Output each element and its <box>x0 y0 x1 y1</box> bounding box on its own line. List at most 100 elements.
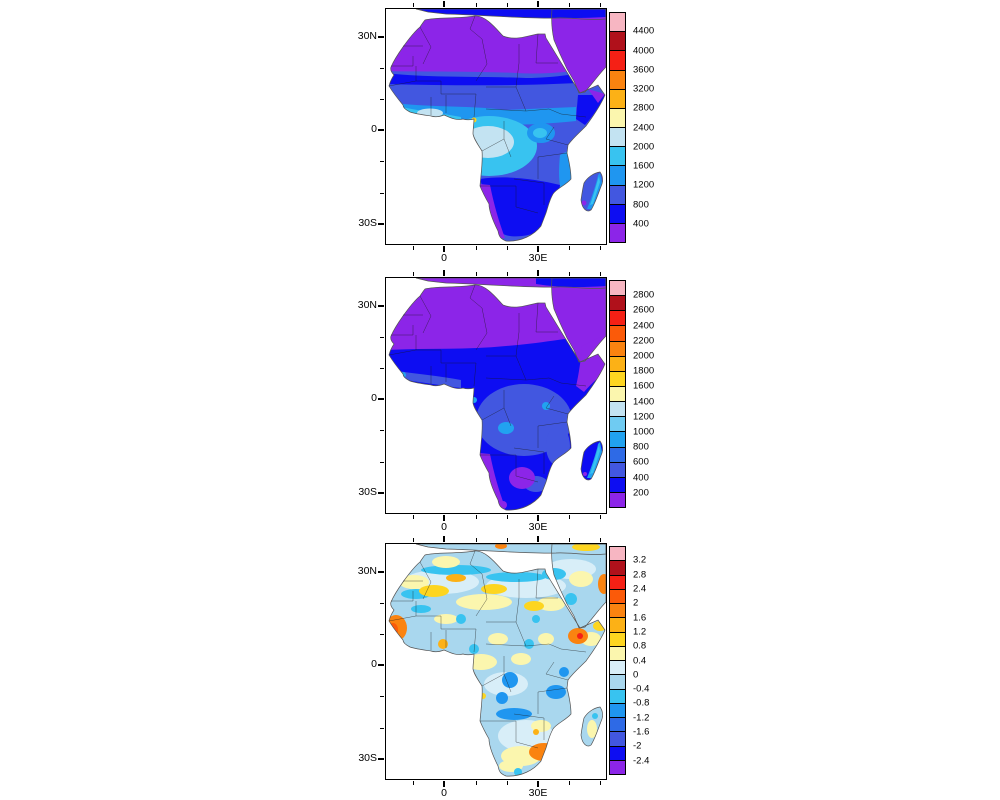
minor-tick <box>380 367 384 369</box>
colorbar-tick-label: 2.4 <box>633 583 647 595</box>
colorbar-cell <box>610 147 625 167</box>
colorbar-cell <box>610 371 625 387</box>
y-tick-label-30n: 30N <box>357 30 377 42</box>
minor-tick <box>506 538 508 542</box>
colorbar-cell <box>610 575 625 590</box>
africa-contour-svg <box>386 8 607 244</box>
colorbar-cell <box>610 13 625 33</box>
minor-tick <box>506 246 508 250</box>
colorbar-tick-label: 0.8 <box>633 640 647 652</box>
colorbar-cell <box>610 185 625 205</box>
colorbar-tick-label: 2800 <box>633 102 655 114</box>
colorbar-tick-label: 3200 <box>633 83 655 95</box>
major-tick <box>537 515 539 521</box>
colorbar-tick-label: 400 <box>633 472 649 484</box>
colorbar-tick-label: 1200 <box>633 411 655 423</box>
minor-tick <box>475 272 477 276</box>
colorbar-cell <box>610 646 625 661</box>
colorbar-tick-label: 1.2 <box>633 626 647 638</box>
major-tick <box>537 536 539 542</box>
major-tick <box>443 246 445 252</box>
colorbar-bottom <box>609 546 626 775</box>
minor-tick <box>599 3 601 7</box>
minor-tick <box>568 515 570 519</box>
minor-tick <box>599 272 601 276</box>
colorbar-cell <box>610 618 625 633</box>
colorbar-cell <box>610 281 625 297</box>
africa-map-middle <box>386 277 607 513</box>
colorbar-cell <box>610 661 625 676</box>
colorbar-cell <box>610 561 625 576</box>
minor-tick <box>380 695 384 697</box>
colorbar-tick-label: 2400 <box>633 122 655 133</box>
colorbar-tick-label: 1800 <box>633 365 655 377</box>
minor-tick <box>380 336 384 338</box>
colorbar-cell <box>610 386 625 403</box>
colorbar-tick-label: 1600 <box>633 380 655 392</box>
minor-tick <box>475 515 477 519</box>
colorbar-cell <box>610 746 625 761</box>
country-borders <box>388 284 587 483</box>
minor-tick <box>475 3 477 7</box>
major-tick <box>378 305 384 307</box>
colorbar-cell <box>610 632 625 647</box>
minor-tick <box>599 781 601 785</box>
minor-tick <box>412 3 414 7</box>
minor-tick <box>506 272 508 276</box>
map-frame <box>378 536 607 787</box>
colorbar-cell <box>610 204 625 224</box>
major-tick <box>378 571 384 573</box>
y-tick-label-30s: 30S <box>358 486 377 498</box>
y-tick-label-0: 0 <box>371 658 377 670</box>
y-tick-label-30s: 30S <box>358 752 377 764</box>
colorbar-tick-label: -1.2 <box>633 712 650 724</box>
major-tick <box>378 223 384 225</box>
major-tick <box>537 1 539 7</box>
colorbar-top <box>609 12 626 243</box>
major-tick <box>378 398 384 400</box>
minor-tick <box>380 727 384 729</box>
colorbar-tick-label: 0.4 <box>633 655 647 666</box>
major-tick <box>378 664 384 666</box>
x-tick-label-30e: 30E <box>528 252 548 264</box>
colorbar-cell <box>610 462 625 478</box>
colorbar-cell <box>610 732 625 747</box>
y-tick-label-30s: 30S <box>358 217 377 229</box>
major-tick <box>537 781 539 787</box>
colorbar-tick-label: 1000 <box>633 426 655 438</box>
y-tick-label-30n: 30N <box>357 299 377 311</box>
major-tick <box>443 781 445 787</box>
major-tick <box>378 129 384 131</box>
colorbar-tick-label: 1600 <box>633 160 655 172</box>
coastlines <box>388 8 607 242</box>
major-tick <box>378 36 384 38</box>
africa-map-bottom <box>386 543 607 779</box>
colorbar-tick-label: 2.8 <box>633 569 647 581</box>
colorbar-cell <box>610 223 625 243</box>
minor-tick <box>412 272 414 276</box>
colorbar-cell <box>610 402 625 418</box>
colorbar-cell <box>610 703 625 718</box>
minor-tick <box>568 781 570 785</box>
minor-tick <box>412 538 414 542</box>
minor-tick <box>568 246 570 250</box>
colorbar-tick-label: 800 <box>633 441 649 453</box>
colorbar-tick-label: 1400 <box>633 396 655 408</box>
x-tick-label-0: 0 <box>441 787 447 799</box>
africa-contour-svg <box>386 543 607 779</box>
colorbar-tick-label: 400 <box>633 218 649 230</box>
minor-tick <box>380 98 384 100</box>
colorbar-cell <box>610 760 625 774</box>
minor-tick <box>475 781 477 785</box>
minor-tick <box>380 160 384 162</box>
minor-tick <box>568 272 570 276</box>
minor-tick <box>506 781 508 785</box>
colorbar-cell <box>610 547 625 562</box>
major-tick <box>378 492 384 494</box>
colorbar-tick-label: 2600 <box>633 304 655 316</box>
colorbar-cell <box>610 326 625 342</box>
map-frame <box>378 270 607 521</box>
minor-tick <box>475 246 477 250</box>
x-tick-label-0: 0 <box>441 521 447 533</box>
major-tick <box>443 1 445 7</box>
